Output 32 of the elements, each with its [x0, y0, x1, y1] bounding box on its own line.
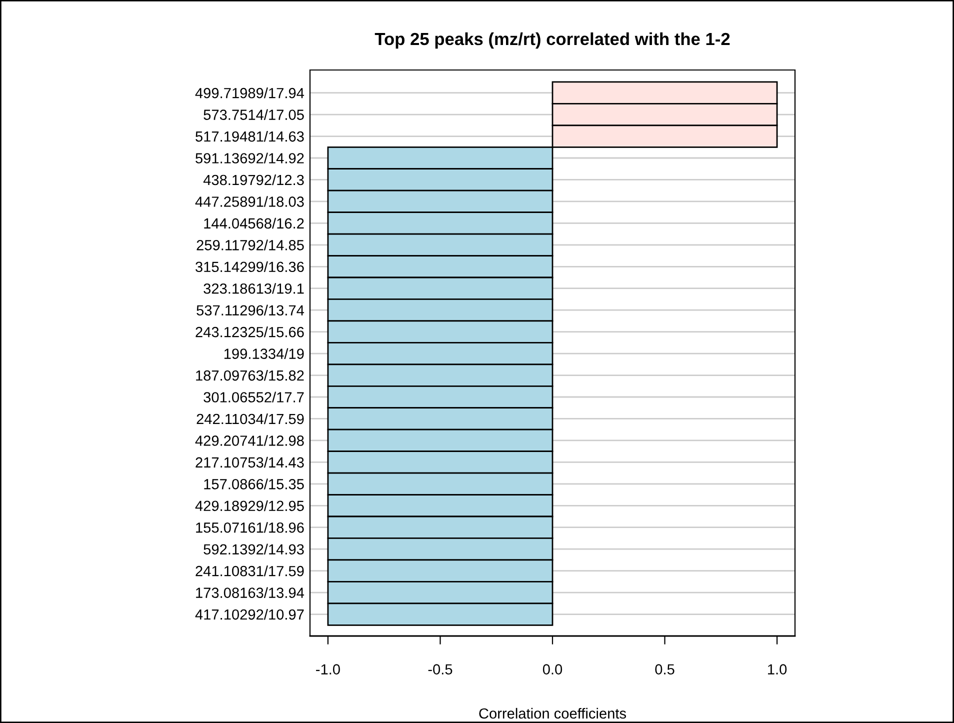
y-tick-label: 323.18613/19.1	[204, 283, 304, 294]
x-tick-label: -1.0	[316, 664, 340, 674]
y-tick-label: 241.10831/17.59	[196, 566, 304, 576]
y-tick-label: 155.07161/18.96	[196, 522, 304, 533]
chart-title: Top 25 peaks (mz/rt) correlated with the 1-2	[374, 32, 730, 49]
y-tick-label: 173.08163/13.94	[196, 587, 304, 598]
y-tick-label: 301.06552/17.7	[204, 392, 304, 402]
y-tick-label: 499.71989/17.94	[195, 88, 304, 98]
y-tick-label: 242.11034/17.59	[196, 413, 304, 424]
y-tick-label: 315.14299/16.36	[196, 261, 304, 272]
x-axis-title: Correlation coefficients	[479, 708, 626, 719]
y-tick-label: 157.0866/15.35	[204, 478, 304, 490]
y-tick-label: 537.11296/13.74	[196, 304, 304, 316]
y-tick-label: 259.11792/14.85	[196, 240, 304, 250]
y-tick-label: 573.7514/17.05	[204, 109, 304, 120]
y-tick-label: 417.10292/10.97	[195, 608, 304, 620]
y-tick-label: 144.04568/16.2	[204, 218, 304, 229]
x-tick-label: -0.5	[428, 664, 452, 674]
x-tick-label: 0.5	[655, 664, 674, 674]
y-tick-label: 447.25891/18.03	[195, 196, 304, 207]
y-tick-label: 199.1334/19	[224, 348, 304, 359]
y-tick-label: 517.19481/14.63	[196, 130, 304, 142]
y-tick-label: 591.13692/14.92	[196, 152, 304, 164]
y-tick-label: 217.10753/14.43	[196, 456, 304, 468]
x-tick-label: 0.0	[542, 664, 562, 674]
y-tick-label: 187.09763/15.82	[196, 370, 304, 381]
x-tick-label: 1.0	[768, 664, 787, 674]
y-tick-label: 438.19792/12.3	[203, 174, 304, 186]
y-tick-label: 243.12325/15.66	[196, 326, 304, 338]
y-tick-label: 592.1392/14.93	[204, 544, 304, 555]
y-tick-label: 429.18929/12.95	[195, 500, 304, 512]
y-tick-label: 429.20741/12.98	[195, 435, 304, 446]
